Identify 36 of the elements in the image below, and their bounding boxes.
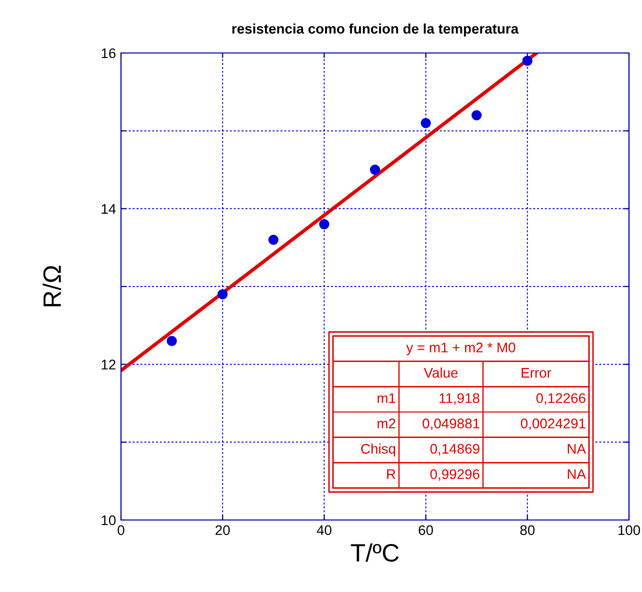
annotation: R (387, 469, 396, 479)
annotation: 11,918 (440, 393, 480, 405)
point (522, 56, 532, 66)
point (472, 110, 482, 120)
chart-title: resistencia como funcion de la temperatura (232, 23, 519, 36)
annotation: 0,0024291 (520, 418, 586, 430)
point (218, 289, 228, 300)
x-axis-title: T/ºC (350, 543, 399, 562)
point (166, 336, 177, 346)
annotation: m2 (378, 418, 396, 428)
annotation: Error (522, 368, 552, 378)
x-tick-label: 40 (316, 525, 332, 536)
point (319, 219, 330, 230)
y-tick-label: 14 (102, 204, 116, 214)
point (370, 164, 380, 175)
annotation: 0,14869 (430, 444, 480, 456)
x-tick-label: 20 (216, 525, 230, 536)
x-tick-label: 60 (418, 525, 433, 536)
x-tick-label: 80 (520, 525, 535, 536)
annotation: 0,12266 (536, 393, 586, 405)
y-tick-label: 16 (102, 48, 116, 58)
annotation: Chisq (361, 444, 396, 456)
x-tick-label: 100 (618, 525, 640, 536)
annotation: Value (424, 368, 458, 378)
point (268, 234, 278, 245)
y-tick-label: 12 (102, 360, 116, 370)
annotation: 0,99296 (430, 469, 480, 481)
y-axis-title: R/Ω (42, 266, 62, 306)
annotation: y = m1 + m2 * M0 (406, 342, 516, 356)
annotation: NA (568, 444, 586, 454)
x-tick-label: 0 (118, 525, 124, 536)
annotation: m1 (378, 393, 396, 403)
annotation: NA (568, 469, 586, 479)
y-tick-label: 10 (102, 515, 116, 526)
point (420, 118, 431, 128)
annotation: 0,049881 (422, 418, 480, 430)
